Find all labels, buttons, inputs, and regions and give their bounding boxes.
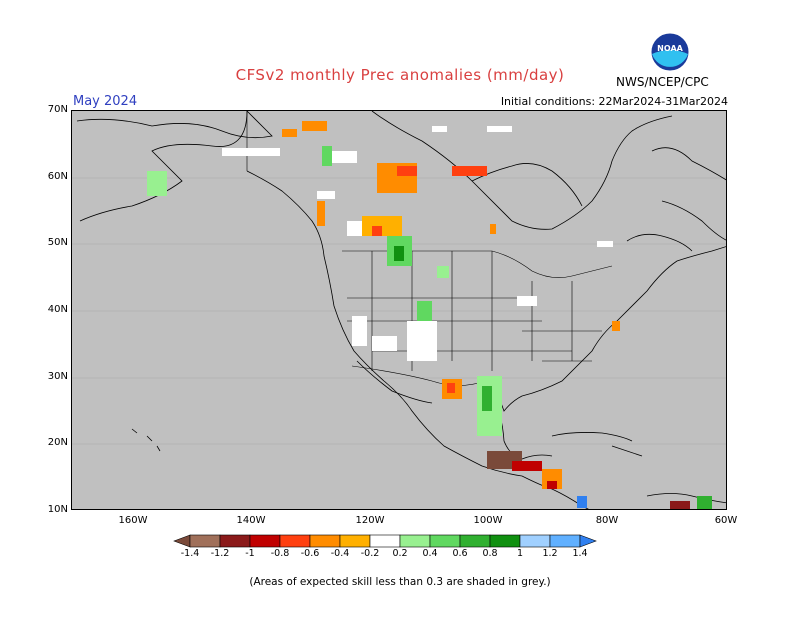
colorbar-swatch <box>249 534 281 548</box>
lon-label: 60W <box>714 515 738 526</box>
neutral-patches <box>222 126 613 361</box>
colorbar-swatch <box>339 534 371 548</box>
colorbar-tick-label: 0.8 <box>482 548 498 559</box>
colorbar-tick-label: 0.6 <box>452 548 468 559</box>
lat-label: 20N <box>47 437 68 448</box>
lat-label: 70N <box>47 104 68 115</box>
lon-label: 160W <box>118 515 148 526</box>
colorbar-tick-label: -1 <box>245 548 255 559</box>
colorbar-tick-label: -0.4 <box>330 548 350 559</box>
forecast-month: May 2024 <box>73 94 138 109</box>
dry-anomaly-patches <box>282 121 690 509</box>
colorbar-swatch <box>189 534 221 548</box>
noaa-logo: NOAA <box>650 32 690 76</box>
chart-title: CFSv2 monthly Prec anomalies (mm/day) <box>235 66 565 84</box>
colorbar-arrow-high <box>579 534 597 548</box>
political-boundaries <box>246 111 613 386</box>
coastlines <box>76 111 726 509</box>
lon-label: 140W <box>236 515 266 526</box>
colorbar-arrow-low <box>173 534 191 548</box>
lat-label: 60N <box>47 171 68 182</box>
wet-anomaly-patches <box>147 146 712 509</box>
initial-conditions: Initial conditions: 22Mar2024-31Mar2024 <box>500 95 728 108</box>
colorbar-swatch <box>519 534 551 548</box>
lat-label: 40N <box>47 304 68 315</box>
colorbar-swatch <box>399 534 431 548</box>
colorbar-swatch <box>369 534 401 548</box>
colorbar-tick-label: -0.6 <box>300 548 320 559</box>
colorbar-swatch <box>459 534 491 548</box>
lat-label: 50N <box>47 237 68 248</box>
colorbar-tick-label: -0.8 <box>270 548 290 559</box>
agency-label: NWS/NCEP/CPC <box>616 75 709 89</box>
colorbar-tick-label: 1.4 <box>572 548 588 559</box>
skill-footnote: (Areas of expected skill less than 0.3 a… <box>249 576 551 588</box>
colorbar-swatch <box>219 534 251 548</box>
colorbar-tick-label: -1.2 <box>210 548 230 559</box>
colorbar-tick-label: -1.4 <box>180 548 200 559</box>
lat-label: 30N <box>47 371 68 382</box>
colorbar <box>173 534 597 548</box>
colorbar-swatch <box>429 534 461 548</box>
colorbar-tick-label: -0.2 <box>360 548 380 559</box>
colorbar-swatch <box>309 534 341 548</box>
lon-label: 100W <box>473 515 503 526</box>
lon-label: 120W <box>355 515 385 526</box>
noaa-logo-text: NOAA <box>657 44 683 53</box>
colorbar-tick-label: 0.2 <box>392 548 408 559</box>
lat-label: 10N <box>47 504 68 515</box>
colorbar-tick-label: 1 <box>516 548 524 559</box>
colorbar-swatch <box>549 534 581 548</box>
lon-label: 80W <box>595 515 619 526</box>
colorbar-tick-label: 0.4 <box>422 548 438 559</box>
precipitation-anomaly-map <box>71 110 727 510</box>
colorbar-swatch <box>489 534 521 548</box>
colorbar-tick-label: 1.2 <box>542 548 558 559</box>
colorbar-swatch <box>279 534 311 548</box>
